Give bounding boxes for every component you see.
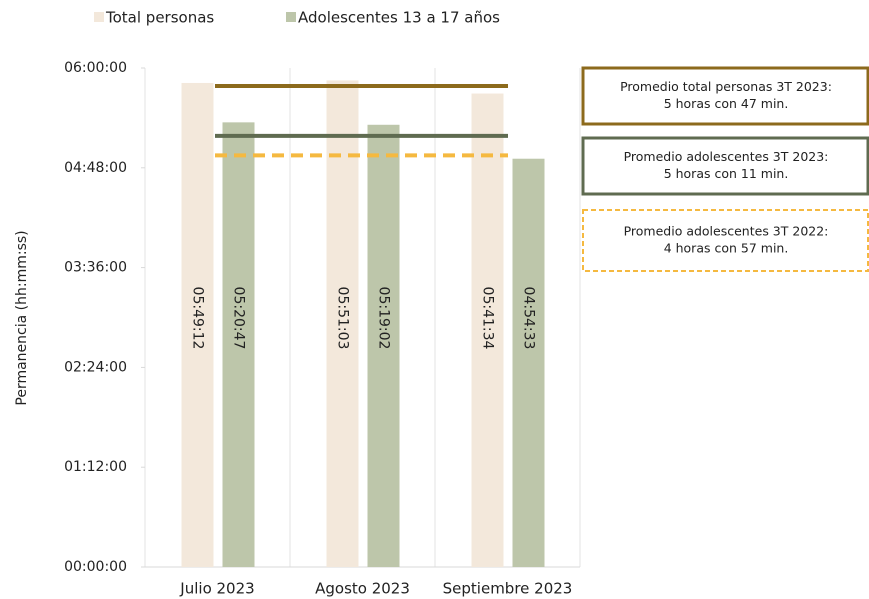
value-label: 05:19:02 [376,287,392,350]
bar [367,124,400,567]
annotation-text: 5 horas con 47 min. [664,96,789,111]
annotation-text: 5 horas con 11 min. [664,166,789,181]
value-label: 05:41:34 [480,287,496,350]
y-axis-label: Permanencia (hh:mm:ss) [14,230,30,405]
value-label: 05:51:03 [335,287,351,350]
value-label: 04:54:33 [521,287,537,350]
legend-label: Adolescentes 13 a 17 años [298,9,500,27]
bar [326,80,359,567]
y-tick-label: 04:48:00 [64,160,127,176]
x-tick-label: Agosto 2023 [315,580,410,598]
y-tick-label: 03:36:00 [64,260,127,276]
bar [512,158,545,567]
legend-swatch [94,12,104,22]
value-label: 05:49:12 [190,287,206,350]
annotation-box [581,136,869,196]
bar [181,82,214,567]
x-tick-label: Septiembre 2023 [443,580,573,598]
annotation-text: Promedio adolescentes 3T 2022: [624,224,829,239]
annotation-box [582,209,869,272]
annotation-box [581,66,869,126]
legend-label: Total personas [105,9,214,27]
y-tick-label: 01:12:00 [64,459,127,475]
annotation-text: Promedio adolescentes 3T 2023: [624,149,829,164]
y-tick-label: 06:00:00 [64,60,127,76]
y-tick-label: 02:24:00 [64,359,127,375]
bar [471,93,504,567]
value-label: 05:20:47 [231,287,247,350]
x-tick-label: Julio 2023 [179,580,254,598]
annotation-text: Promedio total personas 3T 2023: [620,79,832,94]
legend-swatch [286,12,296,22]
annotation-text: 4 horas con 57 min. [664,241,789,256]
y-tick-label: 00:00:00 [64,559,127,575]
bar [222,122,255,568]
